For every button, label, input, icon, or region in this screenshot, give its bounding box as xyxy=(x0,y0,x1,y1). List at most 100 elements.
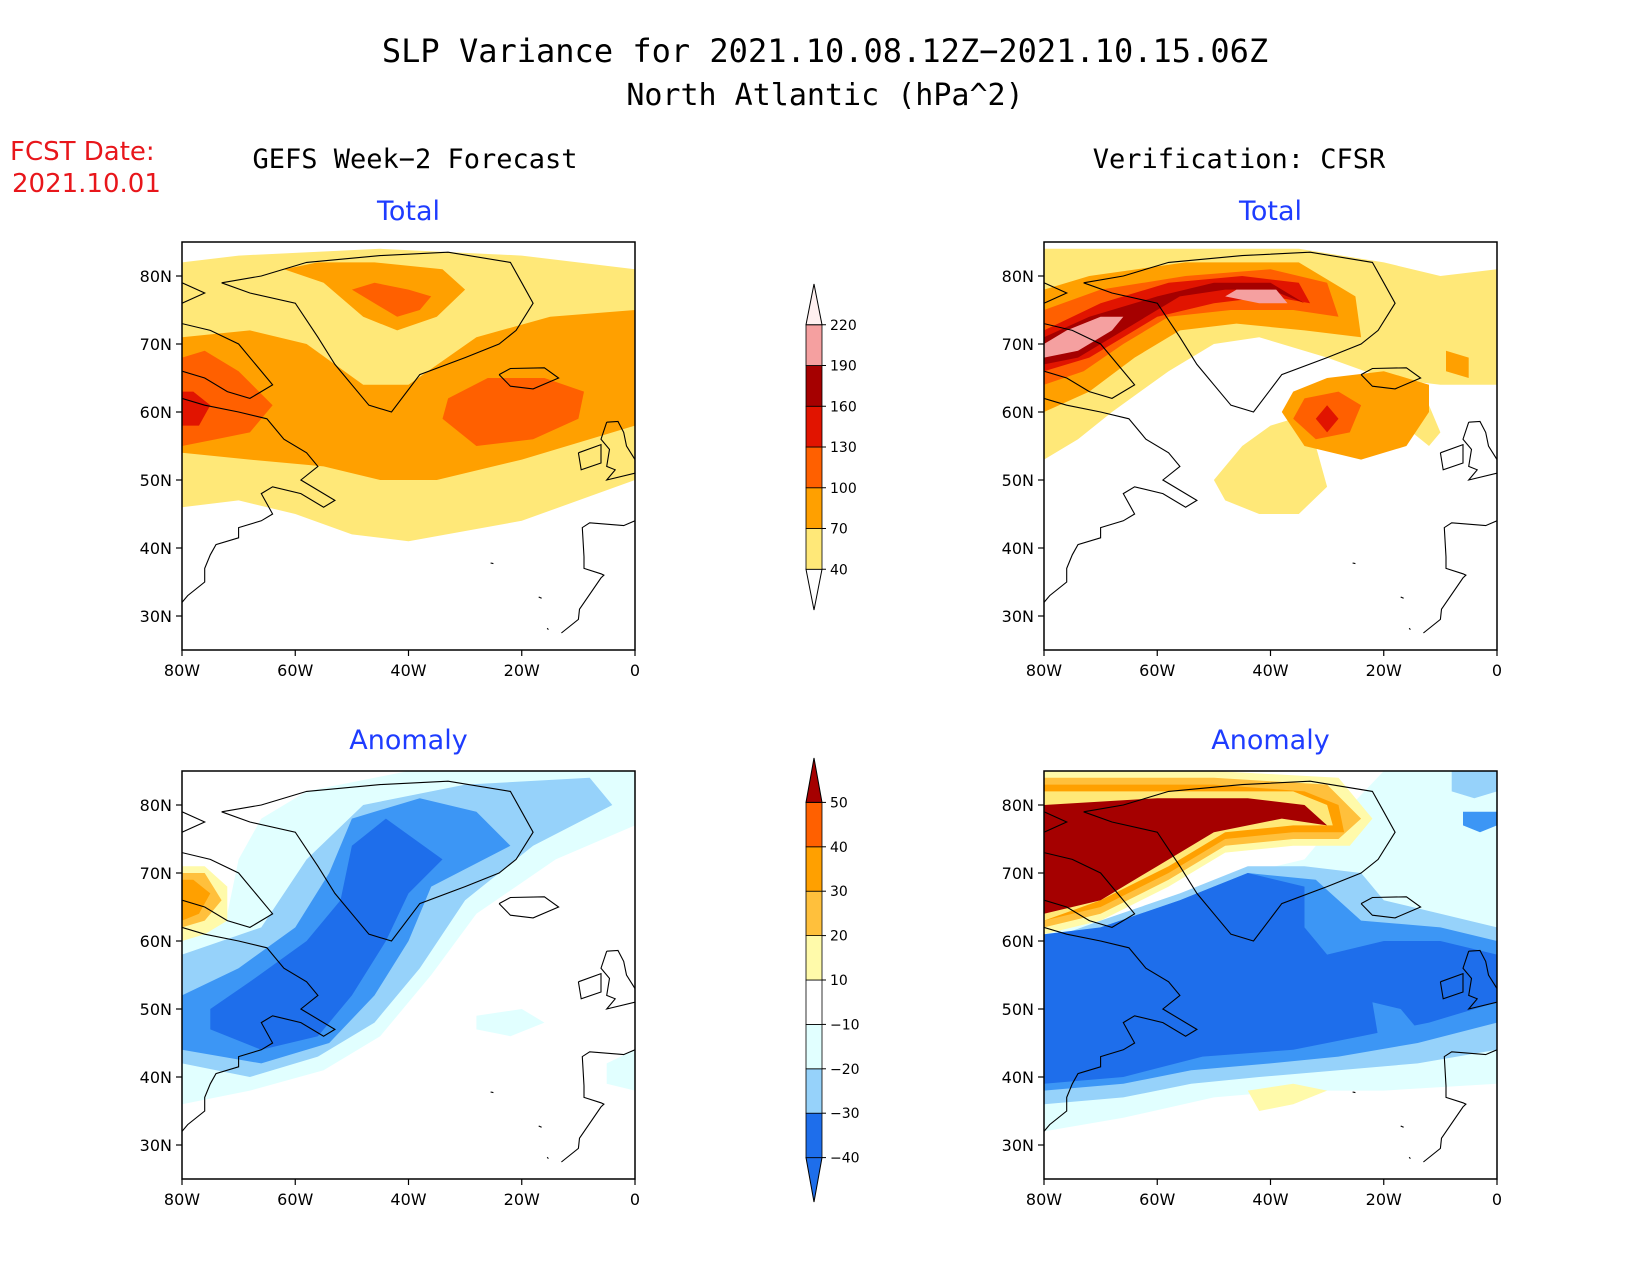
contour-region xyxy=(442,378,584,446)
colorbar-segment xyxy=(805,446,823,489)
colorbar-segment xyxy=(805,890,823,937)
contour-region xyxy=(182,350,273,446)
colorbar-high-triangle xyxy=(805,757,823,803)
colorbar-label: 50 xyxy=(830,795,848,811)
total-colorbar: 40 70 100 130 160 190 220 xyxy=(805,283,857,611)
coastline xyxy=(1083,780,1396,942)
x-tick-label: 40W xyxy=(390,1190,426,1209)
coastline xyxy=(1408,627,1411,630)
coastline xyxy=(1044,811,1069,833)
contour-region xyxy=(476,1009,545,1037)
x-tick-label: 80W xyxy=(1026,1190,1062,1209)
right-column-title: Verification: CFSR xyxy=(1093,144,1386,175)
coastline xyxy=(538,596,542,599)
x-tick-label: 40W xyxy=(390,661,426,680)
contour-region xyxy=(1463,811,1497,833)
colorbar-segment xyxy=(805,487,823,529)
y-tick-label: 50N xyxy=(140,1000,172,1019)
y-tick-label: 40N xyxy=(1002,1068,1034,1087)
coastline xyxy=(561,1049,635,1163)
coastline xyxy=(1044,852,1136,928)
x-tick-label: 20W xyxy=(504,1190,540,1209)
contour-region xyxy=(1225,289,1288,304)
x-tick-label: 20W xyxy=(504,661,540,680)
figure-title: SLP Variance for 2021.10.08.12Z−2021.10.… xyxy=(382,32,1268,70)
colorbar-label: 40 xyxy=(830,562,848,578)
colorbar-label: −20 xyxy=(830,1062,860,1078)
coastline xyxy=(1044,397,1198,603)
coastline xyxy=(1462,949,1497,1010)
coastline xyxy=(1400,596,1404,599)
colorbar-segment xyxy=(805,1024,823,1070)
x-tick-label: 60W xyxy=(277,1190,313,1209)
coastline xyxy=(546,1156,549,1159)
coastline xyxy=(1423,1049,1497,1163)
contour-region xyxy=(1372,1002,1418,1043)
coastline xyxy=(498,367,560,390)
colorbar-label: −40 xyxy=(830,1151,860,1167)
colorbar-segment xyxy=(805,846,823,892)
colorbar-segment xyxy=(805,405,823,448)
coastline xyxy=(1044,282,1069,304)
coastline xyxy=(490,1091,494,1094)
y-tick-label: 50N xyxy=(1002,471,1034,490)
colorbar-segment xyxy=(805,1068,823,1114)
colorbar-label: 10 xyxy=(830,973,848,989)
panel-subtitle: Total xyxy=(1238,196,1302,227)
coastline xyxy=(1400,1125,1404,1128)
x-tick-label: 20W xyxy=(1366,1190,1402,1209)
coastline xyxy=(561,520,635,634)
y-tick-label: 60N xyxy=(1002,932,1034,951)
panel-gefs-anomaly: Anomaly 80W 60W 40W 20W 0 80N 70N 60N 50N 40N 30N xyxy=(140,725,640,1209)
panel-cfsr-anomaly: Anomaly 80W 60W 40W 20W 0 80N 70N 60N 50N 40N 30N xyxy=(1002,725,1502,1209)
coastline xyxy=(182,282,207,304)
colorbar-label: 160 xyxy=(830,399,857,415)
colorbar-segment xyxy=(805,935,823,981)
x-tick-label: 0 xyxy=(1492,661,1502,680)
colorbar-low-triangle xyxy=(805,568,823,611)
colorbar-label: 190 xyxy=(830,359,857,375)
coastline xyxy=(498,896,560,919)
y-tick-label: 60N xyxy=(1002,403,1034,422)
panel-cfsr-total: Total 80W 60W 40W 20W 0 80N 70N 60N 50N 40N 30N xyxy=(1002,196,1502,680)
x-tick-label: 60W xyxy=(1139,661,1175,680)
contour-region xyxy=(1213,418,1328,514)
x-tick-label: 0 xyxy=(630,661,640,680)
coastline xyxy=(182,926,336,1132)
coastline xyxy=(600,949,635,1010)
contour-region xyxy=(182,879,211,921)
coastline xyxy=(182,323,274,399)
contour-region xyxy=(1044,798,1328,914)
x-tick-label: 40W xyxy=(1252,1190,1288,1209)
coastline xyxy=(182,852,274,928)
coastline xyxy=(546,627,549,630)
coastline xyxy=(1360,896,1422,919)
colorbar-label: 130 xyxy=(830,440,857,456)
y-tick-label: 80N xyxy=(140,796,172,815)
colorbar-high-triangle xyxy=(805,283,823,326)
panel-subtitle: Anomaly xyxy=(1211,725,1329,756)
colorbar-segment xyxy=(805,1112,823,1158)
colorbar-label: 70 xyxy=(830,522,848,538)
coastline xyxy=(1408,1156,1411,1159)
colorbar-low-triangle xyxy=(805,1157,823,1203)
y-tick-label: 50N xyxy=(140,471,172,490)
coastline xyxy=(577,972,602,1000)
x-tick-label: 60W xyxy=(1139,1190,1175,1209)
y-tick-label: 70N xyxy=(1002,335,1034,354)
panel-gefs-total: Total 80W 60W 40W 20W 0 80N 70N 60N 50N 40N 30N xyxy=(140,196,640,680)
colorbar-segment xyxy=(805,365,823,407)
panel-subtitle: Total xyxy=(376,196,440,227)
x-tick-label: 80W xyxy=(164,661,200,680)
y-tick-label: 30N xyxy=(140,1136,172,1155)
contour-region xyxy=(351,282,432,317)
colorbar-label: 100 xyxy=(830,481,857,497)
coastline xyxy=(1044,926,1198,1132)
coastline xyxy=(577,443,602,471)
contour-region xyxy=(1044,316,1124,358)
panel-subtitle: Anomaly xyxy=(349,725,467,756)
coastline xyxy=(1360,367,1422,390)
y-tick-label: 30N xyxy=(1002,607,1034,626)
coastline xyxy=(1439,972,1464,1000)
